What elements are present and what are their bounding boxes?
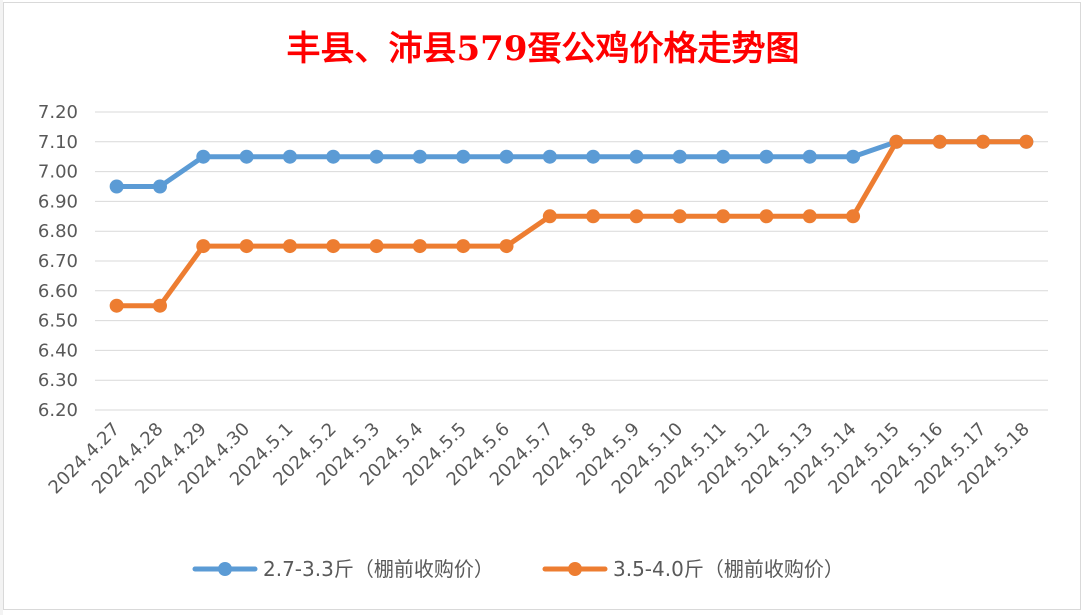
data-point: [239, 149, 254, 164]
chart-title: 丰县、沛县579蛋公鸡价格走势图: [287, 29, 800, 69]
legend-marker-1: [218, 562, 232, 576]
data-point: [109, 179, 124, 194]
y-tick-label: 6.20: [38, 400, 78, 421]
y-tick-label: 6.80: [38, 221, 78, 242]
data-point: [759, 149, 774, 164]
data-point: [629, 209, 644, 224]
data-point: [802, 209, 817, 224]
data-point: [282, 239, 297, 254]
data-point: [802, 149, 817, 164]
data-point: [586, 209, 601, 224]
data-point: [369, 149, 384, 164]
gridlines: [95, 111, 1048, 411]
data-point: [889, 134, 904, 149]
y-tick-label: 7.20: [38, 102, 78, 123]
y-tick-label: 6.50: [38, 311, 78, 332]
sheet-edge: [0, 0, 3, 615]
data-point: [499, 149, 514, 164]
y-tick-label: 7.00: [38, 162, 78, 183]
data-point: [456, 239, 471, 254]
data-point: [846, 149, 861, 164]
data-point: [109, 298, 124, 313]
data-point: [716, 149, 731, 164]
legend: 2.7-3.3斤（棚前收购价） 3.5-4.0斤（棚前收购价）: [192, 557, 844, 581]
data-point: [456, 149, 471, 164]
data-point: [412, 239, 427, 254]
legend-label-2: 3.5-4.0斤（棚前收购价）: [613, 557, 844, 581]
data-point: [369, 239, 384, 254]
data-point: [412, 149, 427, 164]
data-point: [586, 149, 601, 164]
series-lines: [109, 134, 1034, 313]
data-point: [672, 149, 687, 164]
data-point: [499, 239, 514, 254]
data-point: [716, 209, 731, 224]
data-point: [196, 149, 211, 164]
data-point: [152, 298, 167, 313]
y-tick-label: 6.70: [38, 251, 78, 272]
y-tick-label: 7.10: [38, 132, 78, 153]
data-point: [932, 134, 947, 149]
y-tick-label: 6.60: [38, 281, 78, 302]
legend-marker-2: [568, 562, 582, 576]
data-point: [542, 209, 557, 224]
data-point: [976, 134, 991, 149]
data-point: [282, 149, 297, 164]
y-tick-label: 6.30: [38, 370, 78, 391]
data-point: [326, 239, 341, 254]
data-point: [759, 209, 774, 224]
y-tick-label: 6.90: [38, 191, 78, 212]
data-point: [239, 239, 254, 254]
chart-area: [3, 2, 1081, 610]
y-tick-label: 6.40: [38, 340, 78, 361]
data-point: [846, 209, 861, 224]
data-point: [1019, 134, 1034, 149]
data-point: [542, 149, 557, 164]
data-point: [152, 179, 167, 194]
data-point: [196, 239, 211, 254]
data-point: [629, 149, 644, 164]
series-line-1: [114, 139, 1029, 189]
x-axis-tick-labels: 2024.4.272024.4.282024.4.292024.4.302024…: [45, 419, 1034, 499]
legend-label-1: 2.7-3.3斤（棚前收购价）: [263, 557, 494, 581]
data-point: [326, 149, 341, 164]
y-axis-tick-labels: 7.20 7.10 7.00 6.90 6.80 6.70 6.60 6.50 6.40 6.30…: [38, 102, 78, 421]
series-line-2: [114, 139, 1029, 309]
data-point: [672, 209, 687, 224]
